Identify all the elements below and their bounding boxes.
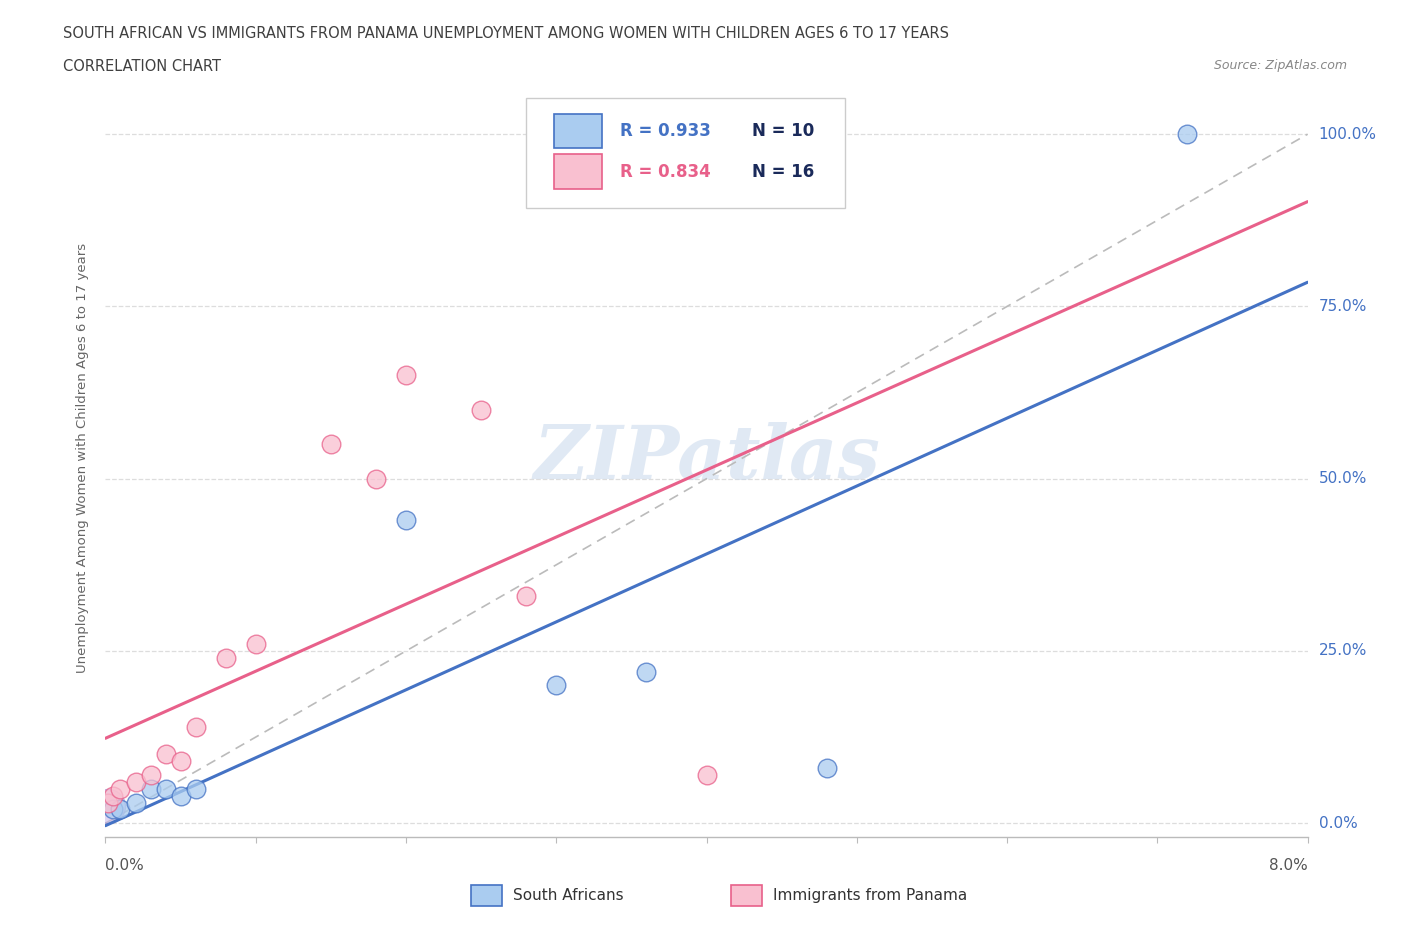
Point [97, 795, 120, 810]
Text: ZIPatlas: ZIPatlas [533, 422, 880, 494]
Point [214, 650, 236, 665]
Text: 75.0%: 75.0% [1319, 299, 1367, 314]
Text: N = 16: N = 16 [752, 163, 814, 180]
Text: CORRELATION CHART: CORRELATION CHART [63, 59, 221, 73]
Text: N = 10: N = 10 [752, 122, 814, 140]
Text: 0.0%: 0.0% [105, 857, 145, 872]
Point [696, 767, 718, 782]
Text: South Africans: South Africans [513, 888, 624, 903]
FancyBboxPatch shape [526, 98, 845, 208]
Point [97, 799, 120, 814]
Text: 50.0%: 50.0% [1319, 472, 1367, 486]
Point [124, 775, 146, 790]
Point [139, 781, 162, 796]
FancyBboxPatch shape [554, 113, 602, 148]
Text: 25.0%: 25.0% [1319, 644, 1367, 658]
Point [110, 802, 132, 817]
Point [101, 789, 124, 804]
Point [155, 747, 177, 762]
Point [815, 761, 838, 776]
Text: 100.0%: 100.0% [1319, 126, 1376, 141]
Point [184, 719, 207, 734]
Text: Immigrants from Panama: Immigrants from Panama [773, 888, 967, 903]
Point [364, 472, 387, 486]
Point [245, 637, 267, 652]
Point [169, 753, 191, 768]
Point [139, 767, 162, 782]
Text: R = 0.834: R = 0.834 [620, 163, 710, 180]
Point [515, 589, 537, 604]
Text: 8.0%: 8.0% [1268, 857, 1308, 872]
Point [184, 781, 207, 796]
Point [124, 795, 146, 810]
Text: SOUTH AFRICAN VS IMMIGRANTS FROM PANAMA UNEMPLOYMENT AMONG WOMEN WITH CHILDREN A: SOUTH AFRICAN VS IMMIGRANTS FROM PANAMA … [63, 26, 949, 41]
Point [636, 664, 658, 679]
Text: R = 0.933: R = 0.933 [620, 122, 711, 140]
Point [101, 802, 124, 817]
Point [395, 512, 418, 527]
Point [110, 781, 132, 796]
Y-axis label: Unemployment Among Women with Children Ages 6 to 17 years: Unemployment Among Women with Children A… [76, 243, 90, 673]
Point [470, 403, 492, 418]
Text: 0.0%: 0.0% [1319, 816, 1357, 830]
Text: Source: ZipAtlas.com: Source: ZipAtlas.com [1213, 59, 1347, 72]
Point [169, 789, 191, 804]
Point [319, 437, 342, 452]
Point [395, 368, 418, 383]
Point [546, 678, 568, 693]
Point [155, 781, 177, 796]
Point [1175, 126, 1198, 141]
FancyBboxPatch shape [554, 154, 602, 189]
